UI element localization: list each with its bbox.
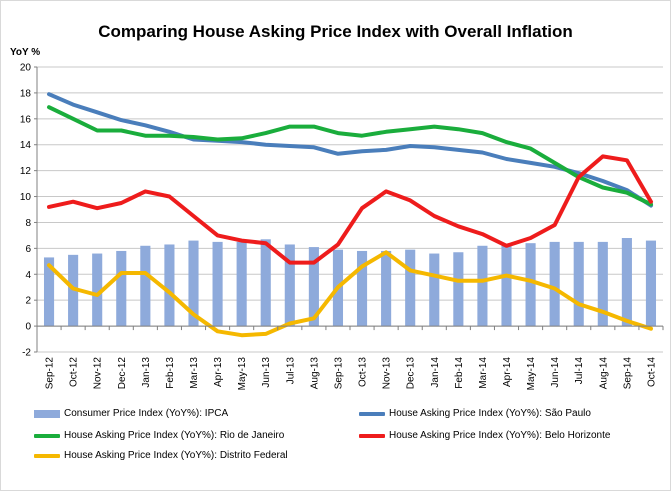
bar-ipca-Aug-14 [597, 241, 608, 327]
bar-ipca-Aug-13 [308, 247, 319, 327]
bar-series [43, 238, 657, 327]
bar-ipca-Jul-13 [284, 244, 295, 327]
bar-ipca-Nov-13 [381, 250, 392, 327]
x-tick-label: Sep-13 [333, 357, 344, 390]
y-tick-label: 0 [25, 322, 31, 333]
x-tick-labels: Sep-12 Oct-12 Nov-12 Dec-12 Jan-13 Feb-13 Mar-… [45, 357, 658, 391]
x-tick-label: Dec-13 [406, 357, 417, 390]
y-axis-label: YoY % [10, 47, 41, 58]
x-tick-label: Jul-13 [285, 357, 296, 385]
y-tick-label: 12 [20, 166, 32, 177]
x-tick-label: Sep-12 [45, 357, 56, 390]
bar-ipca-May-14 [525, 243, 536, 327]
series-line-2 [47, 154, 653, 265]
y-tick-label: 18 [20, 88, 32, 99]
bar-ipca-Nov-12 [92, 253, 103, 327]
x-tick-label: Jun-13 [261, 357, 272, 388]
series-line-3 [47, 250, 653, 338]
x-tick-label: Mar-13 [189, 357, 200, 389]
bar-ipca-Dec-13 [405, 249, 416, 327]
x-tick-label: Jul-14 [574, 357, 585, 385]
axes [34, 66, 664, 353]
series-line-1 [47, 105, 653, 207]
x-tick-label: Mar-14 [478, 357, 489, 389]
y-tick-label: 10 [20, 192, 32, 203]
bar-ipca-May-13 [236, 241, 247, 327]
bar-ipca-Mar-13 [188, 240, 199, 327]
x-tick-label: Apr-14 [502, 357, 513, 387]
bar-ipca-Jan-14 [429, 253, 440, 327]
x-tick-label: Oct-14 [646, 357, 657, 387]
bar-ipca-Sep-14 [621, 238, 632, 327]
line-series [47, 92, 653, 338]
x-tick-label: Feb-13 [165, 357, 176, 389]
x-tick-label: Oct-12 [69, 357, 80, 387]
x-tick-label: Aug-14 [598, 357, 609, 390]
x-tick-label: Jun-14 [550, 357, 561, 388]
bar-ipca-Feb-14 [453, 252, 464, 327]
bar-ipca-Jun-13 [260, 239, 271, 327]
x-tick-label: May-14 [526, 357, 537, 391]
bar-ipca-Mar-14 [477, 245, 488, 327]
bar-ipca-Jun-14 [549, 241, 560, 327]
x-tick-label: May-13 [237, 357, 248, 391]
y-tick-label: 16 [20, 114, 32, 125]
y-tick-label: 2 [25, 296, 31, 307]
bar-ipca-Jul-14 [573, 241, 584, 327]
y-tick-label: -2 [22, 348, 31, 359]
x-tick-label: Feb-14 [454, 357, 465, 389]
y-tick-label: 20 [20, 63, 32, 74]
y-tick-label: 6 [25, 244, 31, 255]
series-line-0 [47, 92, 653, 208]
bar-ipca-Oct-14 [645, 240, 657, 327]
x-tick-label: Nov-13 [382, 357, 393, 390]
x-tick-label: Jan-13 [141, 357, 152, 388]
bar-ipca-Oct-13 [356, 250, 368, 327]
chart-title: Comparing House Asking Price Index with … [98, 22, 573, 41]
bar-ipca-Jan-13 [140, 245, 151, 327]
y-tick-label: 14 [20, 140, 32, 151]
grid-lines [37, 66, 663, 353]
x-tick-label: Jan-14 [430, 357, 441, 388]
bar-ipca-Dec-12 [116, 250, 127, 327]
x-tick-label: Oct-13 [358, 357, 369, 387]
y-tick-label: 8 [25, 218, 31, 229]
x-tick-label: Sep-14 [622, 357, 633, 390]
bar-ipca-Feb-13 [164, 244, 175, 327]
bar-ipca-Sep-12 [43, 257, 55, 327]
x-tick-label: Aug-13 [309, 357, 320, 390]
x-tick-label: Apr-13 [213, 357, 224, 387]
bar-ipca-Apr-14 [501, 244, 512, 327]
bar-ipca-Apr-13 [212, 241, 223, 327]
x-tick-label: Nov-12 [93, 357, 104, 390]
x-tick-label: Dec-12 [117, 357, 128, 390]
y-tick-label: 4 [25, 270, 31, 281]
y-tick-labels: -2 0 2 4 6 8 10 12 14 16 18 20 [20, 63, 32, 359]
